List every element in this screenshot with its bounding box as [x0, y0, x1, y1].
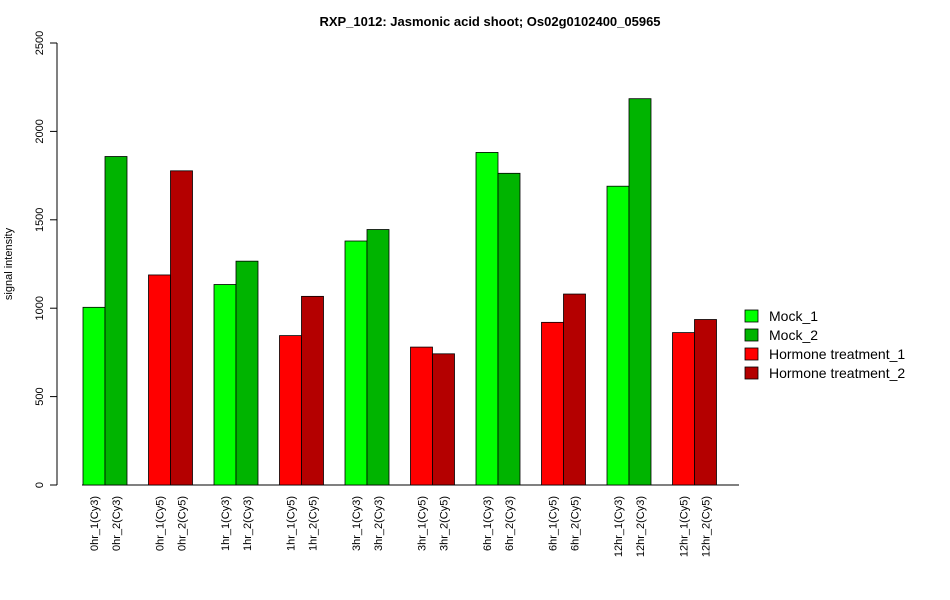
bars: [82, 98, 717, 486]
bar: [344, 240, 368, 486]
x-tick-label: 6hr_1(Cy3): [482, 496, 494, 551]
x-tick-label: 1hr_2(Cy3): [242, 496, 254, 551]
x-tick-label: 3hr_2(Cy5): [439, 496, 451, 551]
bar: [301, 295, 324, 486]
bar: [475, 152, 499, 486]
bar: [497, 172, 521, 486]
x-tick-label: 3hr_1(Cy5): [417, 496, 429, 551]
x-tick-label: 0hr_2(Cy3): [111, 496, 123, 551]
bar: [104, 156, 128, 486]
x-tick-label: 12hr_2(Cy5): [701, 496, 713, 557]
legend-swatch: [744, 347, 759, 361]
bar: [694, 319, 717, 486]
bar: [563, 293, 586, 486]
x-tick-labels: 0hr_1(Cy3) 0hr_2(Cy3) 0hr_1(Cy5) 0hr_2(Cy5)…: [89, 496, 713, 557]
legend-swatch: [744, 309, 759, 323]
bar: [148, 274, 171, 486]
bar: [235, 260, 259, 486]
y-tick-label: 2000: [34, 119, 46, 143]
y-tick-label: 2500: [34, 31, 46, 55]
y-axis: 0 500 1000 1500 2000 2500: [34, 31, 58, 488]
y-tick-label: 0: [34, 482, 46, 488]
x-tick-label: 12hr_1(Cy5): [679, 496, 691, 557]
x-tick-label: 6hr_2(Cy3): [504, 496, 516, 551]
x-tick-label: 0hr_1(Cy3): [89, 496, 101, 551]
x-tick-label: 1hr_1(Cy3): [220, 496, 232, 551]
y-tick-label: 1000: [34, 296, 46, 320]
legend: Mock_1 Mock_2 Hormone treatment_1 Hormone t…: [744, 308, 905, 381]
x-tick-label: 3hr_2(Cy3): [373, 496, 385, 551]
y-tick-label: 1500: [34, 208, 46, 232]
bar: [213, 284, 237, 486]
bar: [672, 332, 695, 486]
x-tick-label: 1hr_1(Cy5): [286, 496, 298, 551]
bar: [628, 98, 652, 486]
x-tick-label: 6hr_2(Cy5): [570, 496, 582, 551]
legend-swatch: [744, 366, 759, 380]
bar: [410, 346, 433, 486]
bar: [279, 335, 302, 486]
bar: [606, 185, 630, 486]
x-tick-label: 1hr_2(Cy5): [308, 496, 320, 551]
x-tick-label: 12hr_1(Cy3): [613, 496, 625, 557]
legend-label: Hormone treatment_1: [769, 346, 905, 362]
bar: [432, 353, 455, 486]
legend-label: Hormone treatment_2: [769, 365, 905, 381]
y-tick-label: 500: [34, 387, 46, 405]
legend-label: Mock_1: [769, 308, 818, 324]
chart-title: RXP_1012: Jasmonic acid shoot; Os02g0102…: [319, 14, 660, 29]
x-tick-label: 0hr_2(Cy5): [177, 496, 189, 551]
x-tick-label: 3hr_1(Cy3): [351, 496, 363, 551]
x-tick-label: 6hr_1(Cy5): [548, 496, 560, 551]
x-tick-label: 0hr_1(Cy5): [155, 496, 167, 551]
legend-label: Mock_2: [769, 327, 818, 343]
bar: [82, 306, 106, 486]
bar: [541, 321, 564, 486]
legend-swatch: [744, 328, 759, 342]
x-tick-label: 12hr_2(Cy3): [635, 496, 647, 557]
y-axis-label: signal intensity: [3, 227, 15, 300]
bar: [170, 170, 193, 486]
bar: [366, 229, 390, 486]
